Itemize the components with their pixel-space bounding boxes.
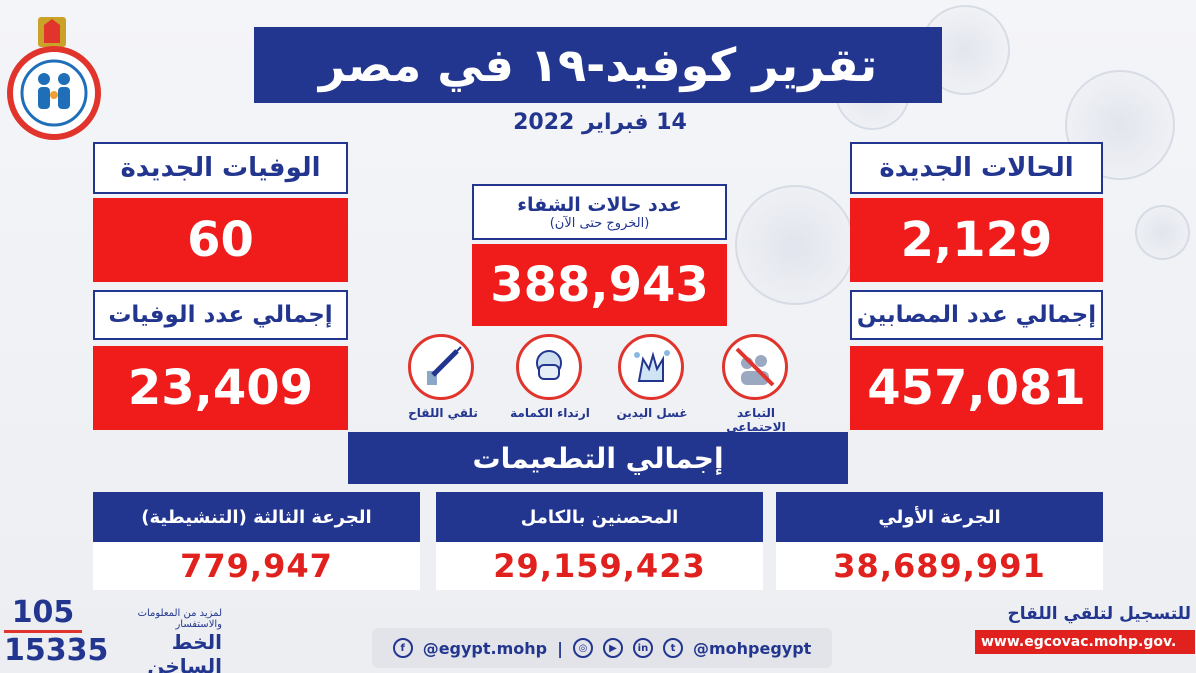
ministry-logo [0, 15, 108, 140]
hotline-info: لمزيد من المعلومات والاستفسار [137, 608, 222, 630]
precaution-label: التباعد الاجتماعي [726, 406, 786, 434]
first-dose-value: 38,689,991 [776, 542, 1103, 590]
virus-decoration [735, 185, 855, 305]
first-dose-label: الجرعة الأولي [776, 492, 1103, 542]
distancing-icon [722, 334, 788, 400]
hotline-label: الخط الساخن [147, 630, 222, 673]
precaution-distancing: التباعد الاجتماعي [706, 334, 806, 434]
total-cases-label: إجمالي عدد المصابين [850, 290, 1103, 340]
report-date: 14 فبراير 2022 [513, 110, 687, 135]
social-footer: f @egypt.mohp | ◎ ▶ in t @mohpegypt [372, 628, 832, 668]
hotline-text: لمزيد من المعلومات والاستفسار الخط الساخ… [92, 608, 222, 673]
registration-url[interactable]: www.egcovac.mohp.gov. [975, 630, 1195, 654]
precaution-label: ارتداء الكمامة [510, 406, 590, 420]
facebook-handle[interactable]: @egypt.mohp [422, 638, 548, 658]
social-handle[interactable]: @mohpegypt [692, 638, 812, 658]
instagram-icon[interactable]: ◎ [572, 638, 593, 658]
facebook-icon[interactable]: f [392, 638, 413, 658]
precaution-label: غسل اليدين [616, 406, 688, 420]
recovered-sublabel: (الخروج حتى الآن) [549, 215, 650, 231]
new-cases-label: الحالات الجديدة [850, 142, 1103, 194]
youtube-icon[interactable]: ▶ [602, 638, 623, 658]
third-dose-label: الجرعة الثالثة (التنشيطية) [93, 492, 420, 542]
recovered-label-box: عدد حالات الشفاء (الخروج حتى الآن) [472, 184, 727, 240]
handwash-icon [618, 334, 684, 400]
recovered-label: عدد حالات الشفاء [517, 193, 682, 216]
total-deaths-value: 23,409 [93, 346, 348, 430]
mask-icon [516, 334, 582, 400]
precaution-mask: ارتداء الكمامة [510, 334, 590, 420]
vaccinations-header: إجمالي التطعيمات [348, 432, 848, 484]
registration: للتسجيل لتلقي اللقاح www.egcovac.mohp.go… [975, 604, 1195, 654]
precaution-label: تلقي اللقاح [408, 406, 478, 420]
precaution-vaccine: تلقي اللقاح [408, 334, 478, 420]
registration-label: للتسجيل لتلقي اللقاح [1007, 604, 1191, 624]
fully-vaccinated-label: المحصنين بالكامل [436, 492, 763, 542]
hotline-number-15335: 15335 [4, 633, 109, 668]
vaccine-icon [408, 334, 474, 400]
new-cases-value: 2,129 [850, 198, 1103, 282]
fully-vaccinated-value: 29,159,423 [436, 542, 763, 590]
third-dose-value: 779,947 [93, 542, 420, 590]
virus-decoration [1135, 205, 1190, 260]
hotline-number-105: 105 [4, 596, 82, 633]
precaution-handwash: غسل اليدين [612, 334, 692, 420]
new-deaths-value: 60 [93, 198, 348, 282]
new-deaths-label: الوفيات الجديدة [93, 142, 348, 194]
total-cases-value: 457,081 [850, 346, 1103, 430]
linkedin-icon[interactable]: in [632, 638, 653, 658]
hotline-numbers: 105 15335 [4, 596, 109, 669]
recovered-value: 388,943 [472, 244, 727, 326]
total-deaths-label: إجمالي عدد الوفيات [93, 290, 348, 340]
twitter-icon[interactable]: t [662, 638, 683, 658]
page-title: تقرير كوفيد-١٩ في مصر [254, 27, 942, 103]
